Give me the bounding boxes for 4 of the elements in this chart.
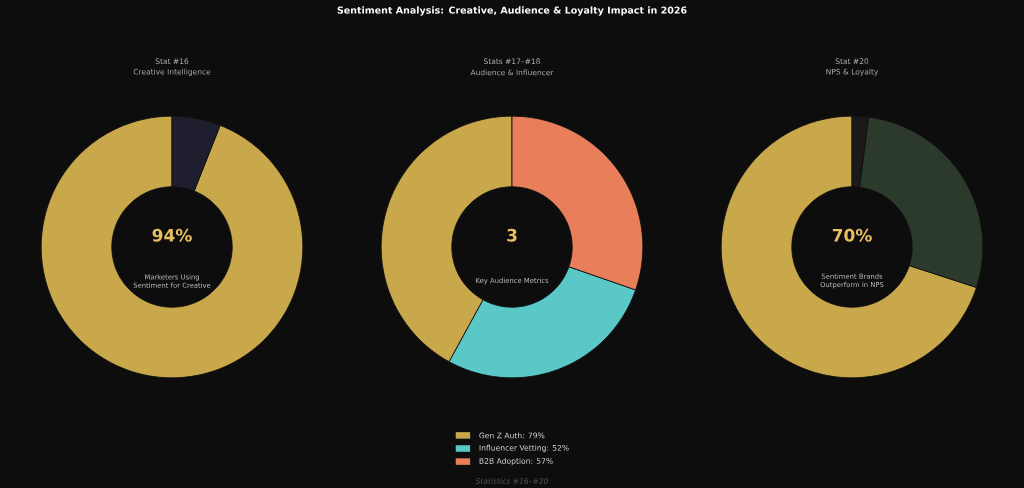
text: Sentiment Analysis: Creative, Audience & Loyalty Impact in 2026 bbox=[337, 6, 687, 16]
text: 94% bbox=[152, 228, 192, 242]
text: 70% bbox=[832, 228, 872, 242]
text: 3 bbox=[507, 228, 517, 242]
